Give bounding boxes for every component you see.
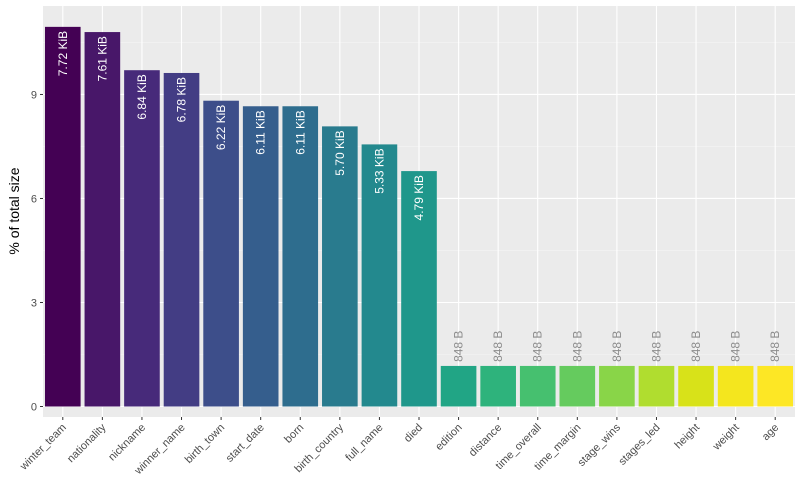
data-label: 848 B <box>729 331 743 362</box>
x-tick-label: stage_wins <box>576 421 624 469</box>
y-tick-label: 3 <box>31 297 37 309</box>
data-label: 848 B <box>570 331 584 362</box>
bar <box>440 365 477 407</box>
y-tick-label: 0 <box>31 402 37 414</box>
data-label: 6.11 KiB <box>254 110 268 154</box>
data-label: 6.78 KiB <box>175 77 189 122</box>
bar <box>717 365 754 407</box>
x-tick-label: weight <box>710 422 742 454</box>
bar <box>401 171 437 407</box>
bar <box>163 72 200 407</box>
data-label: 6.11 KiB <box>293 110 307 154</box>
data-label: 5.70 KiB <box>333 130 347 175</box>
data-label: 848 B <box>768 331 782 362</box>
x-tick-label: nationality <box>65 421 109 465</box>
x-tick-label: age <box>760 422 781 443</box>
bar <box>361 144 398 407</box>
bars <box>44 26 794 407</box>
data-label: 6.22 KiB <box>214 105 228 150</box>
data-label: 848 B <box>491 331 505 362</box>
bar <box>44 26 81 407</box>
bar <box>480 365 516 407</box>
y-axis: 0 3 6 9 <box>31 89 43 414</box>
bar <box>322 126 358 407</box>
x-tick-label: winter_team <box>17 422 69 474</box>
data-label: 848 B <box>689 331 703 362</box>
data-label: 6.84 KiB <box>135 74 149 119</box>
x-tick-label: born <box>282 422 306 446</box>
bar <box>84 32 121 407</box>
x-tick-label: distance <box>467 422 504 459</box>
data-label: 7.72 KiB <box>56 31 70 76</box>
y-axis-title: % of total size <box>6 167 22 254</box>
bar <box>757 365 794 407</box>
data-label: 848 B <box>610 331 624 362</box>
data-label: 848 B <box>452 331 466 362</box>
data-label: 5.33 KiB <box>372 148 386 193</box>
data-label: 4.79 KiB <box>412 175 426 220</box>
x-tick-label: died <box>402 422 425 445</box>
bar <box>599 365 635 407</box>
bar <box>124 70 160 407</box>
data-label: 848 B <box>531 331 545 362</box>
y-tick-label: 6 <box>31 193 37 205</box>
x-tick-label: height <box>672 422 702 452</box>
x-tick-label: start_date <box>224 422 267 465</box>
x-tick-label: birth_town <box>183 422 227 466</box>
bar <box>519 365 556 407</box>
bar <box>282 106 319 407</box>
x-tick-label: nickname <box>106 422 148 464</box>
y-tick-label: 9 <box>31 89 37 101</box>
x-axis: winter_teamnationalitynicknamewinner_nam… <box>17 417 781 478</box>
x-tick-label: full_name <box>343 422 385 464</box>
data-label: 7.61 KiB <box>95 36 109 81</box>
x-tick-label: stages_led <box>616 422 662 468</box>
bar <box>638 365 675 407</box>
bar <box>678 365 714 407</box>
data-label: 848 B <box>649 331 663 362</box>
bar <box>559 365 596 407</box>
bar <box>203 100 239 407</box>
bar <box>242 106 279 407</box>
x-tick-label: edition <box>433 422 464 453</box>
bar-labels: 7.72 KiB 7.61 KiB 6.84 KiB 6.78 KiB 6.22 KiB… <box>56 31 782 362</box>
